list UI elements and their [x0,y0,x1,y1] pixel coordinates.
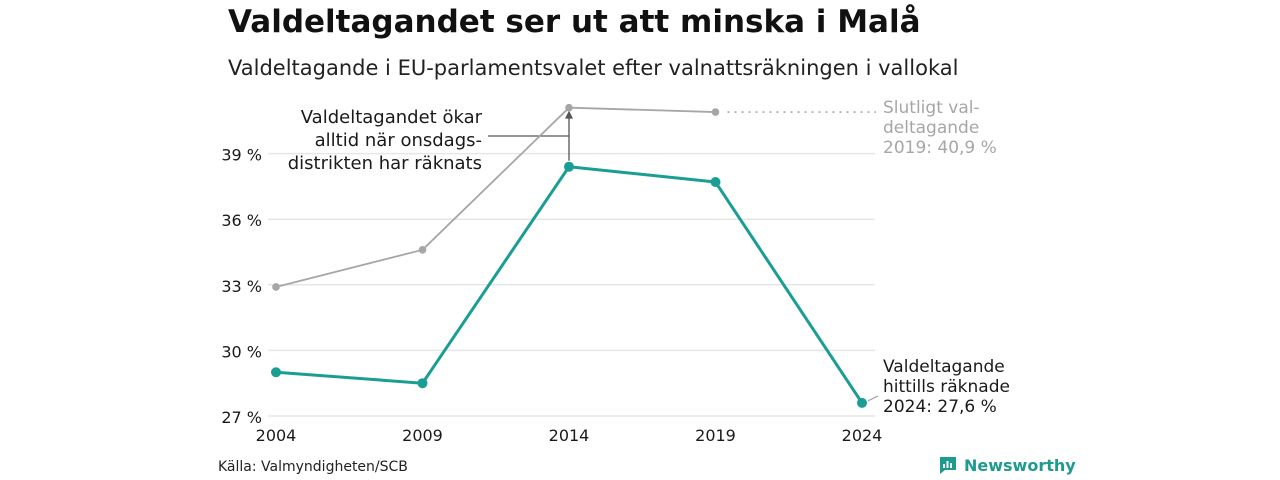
series-line-final [275,106,716,288]
data-point-final [418,246,427,254]
data-point-current [271,367,281,378]
annotation-arrowhead [565,110,573,119]
y-axis-ticks: 27 % 30 % 33 % 36 % 39 % [221,146,262,427]
x-tick-label: 2009 [402,426,443,445]
series-label-final: deltagande [883,118,979,138]
chart-subtitle: Valdeltagande i EU-parlamentsvalet efter… [228,56,959,80]
annotation-text: alltid när onsdags- [315,130,482,151]
data-point-current [710,177,721,188]
y-tick-label: 30 % [221,342,262,361]
series-label-current: 2024: 27,6 % [883,397,997,417]
series-current [271,161,867,408]
brand-logo: Newsworthy [938,455,1076,475]
data-point-final [565,103,573,112]
gridlines [268,152,875,417]
series-label-current: Valdeltagande [883,357,1005,377]
y-tick-label: 27 % [221,408,262,427]
y-tick-label: 36 % [221,211,262,230]
x-axis-ticks: 2004 2009 2014 2019 2024 [256,426,883,445]
source-note: Källa: Valmyndigheten/SCB [218,459,408,475]
data-point-current [857,397,867,408]
data-point-final [711,108,720,116]
annotation-text: distrikten har räknats [288,153,482,174]
newsworthy-icon [940,457,956,474]
series-label-final: Slutligt val- [883,98,980,118]
x-tick-label: 2019 [695,426,736,445]
x-tick-label: 2014 [549,426,590,445]
y-tick-label: 39 % [221,146,262,165]
series-label-current: hittills räknade [883,377,1010,397]
series-label-final: 2019: 40,9 % [883,138,997,158]
current-label-leader [867,395,879,402]
y-tick-label: 33 % [221,277,262,296]
data-point-final [272,283,280,291]
x-tick-label: 2024 [842,426,883,445]
annotation-text: Valdeltagandet ökar [301,107,483,128]
chart-title: Valdeltagandet ser ut att minska i Malå [228,4,921,40]
data-point-current [417,378,428,389]
data-point-current [564,161,574,172]
brand-name: Newsworthy [964,455,1076,475]
series-final [272,103,720,291]
x-tick-label: 2004 [256,426,297,445]
